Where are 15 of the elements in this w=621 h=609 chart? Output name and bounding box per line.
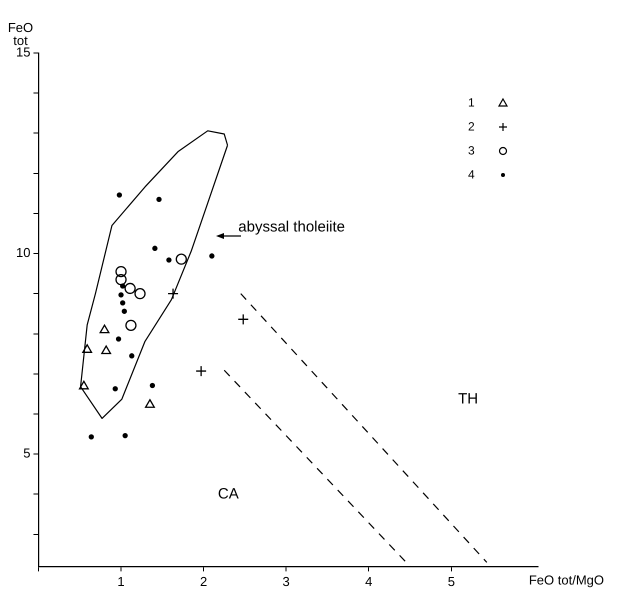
legend-label: 4	[468, 167, 475, 182]
annotation: TH	[458, 390, 478, 408]
y-tick-label: 10	[16, 245, 30, 260]
y-tick-label: 5	[23, 446, 30, 461]
legend-label: 1	[468, 95, 475, 110]
annotation: CA	[218, 486, 239, 503]
legend-label: 3	[468, 143, 475, 158]
x-tick-label: 4	[365, 574, 372, 589]
x-axis-title: FeO tot/MgO	[528, 572, 604, 588]
x-tick-label: 1	[117, 574, 125, 589]
x-tick-label: 2	[200, 574, 208, 589]
legend-label: 2	[468, 119, 475, 134]
annotation: abyssal tholeiite	[238, 218, 346, 236]
x-tick-label: 3	[282, 574, 290, 589]
x-tick-label: 5	[448, 574, 455, 589]
